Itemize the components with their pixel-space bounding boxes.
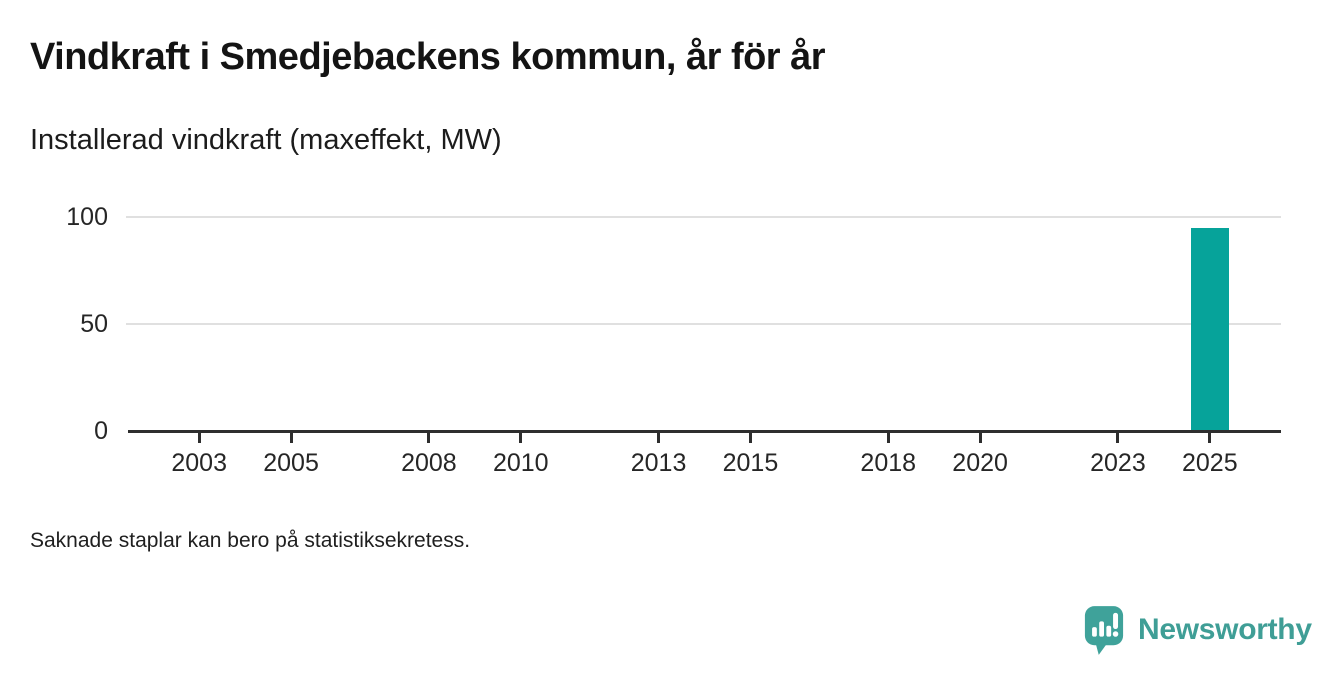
y-gridline bbox=[126, 216, 1281, 218]
y-axis-tick-label: 0 bbox=[94, 417, 108, 445]
newsworthy-wordmark: Newsworthy bbox=[1138, 613, 1312, 646]
x-axis-tick bbox=[289, 433, 293, 443]
y-axis-tick-label: 50 bbox=[80, 310, 108, 338]
x-axis-tick-label: 2025 bbox=[1181, 449, 1238, 477]
x-axis-tick-label: 2023 bbox=[1090, 449, 1146, 477]
x-axis-tick bbox=[886, 433, 890, 443]
y-gridline bbox=[126, 323, 1281, 325]
x-axis-tick bbox=[427, 433, 431, 443]
x-axis-tick bbox=[1208, 433, 1212, 443]
bar-2025 bbox=[1190, 227, 1229, 431]
x-axis-tick bbox=[1116, 433, 1120, 443]
x-axis-tick-label: 2015 bbox=[722, 449, 779, 477]
x-axis-tick-label: 2010 bbox=[492, 449, 549, 477]
x-axis-tick-label: 2020 bbox=[952, 449, 1008, 477]
chart-subtitle: Installerad vindkraft (maxeffekt, MW) bbox=[30, 124, 502, 156]
x-axis-tick-label: 2005 bbox=[263, 449, 319, 477]
x-axis-tick bbox=[748, 433, 752, 443]
y-axis-tick-label: 100 bbox=[66, 203, 108, 231]
newsworthy-speech-bubble-bar-chart-icon bbox=[1084, 606, 1124, 655]
x-axis-line bbox=[128, 430, 1281, 433]
x-axis-tick-label: 2018 bbox=[860, 449, 917, 477]
x-axis-tick bbox=[978, 433, 982, 443]
newsworthy-logo: Newsworthy bbox=[1083, 604, 1312, 656]
x-axis-tick bbox=[197, 433, 201, 443]
x-axis-tick-label: 2008 bbox=[401, 449, 457, 477]
x-axis-tick bbox=[519, 433, 523, 443]
x-axis-tick bbox=[657, 433, 661, 443]
x-axis-tick-label: 2003 bbox=[171, 449, 227, 477]
chart-note: Saknade staplar kan bero på statistiksek… bbox=[30, 529, 471, 552]
chart-title: Vindkraft i Smedjebackens kommun, år för… bbox=[30, 36, 826, 78]
x-axis-tick-label: 2013 bbox=[630, 449, 687, 477]
